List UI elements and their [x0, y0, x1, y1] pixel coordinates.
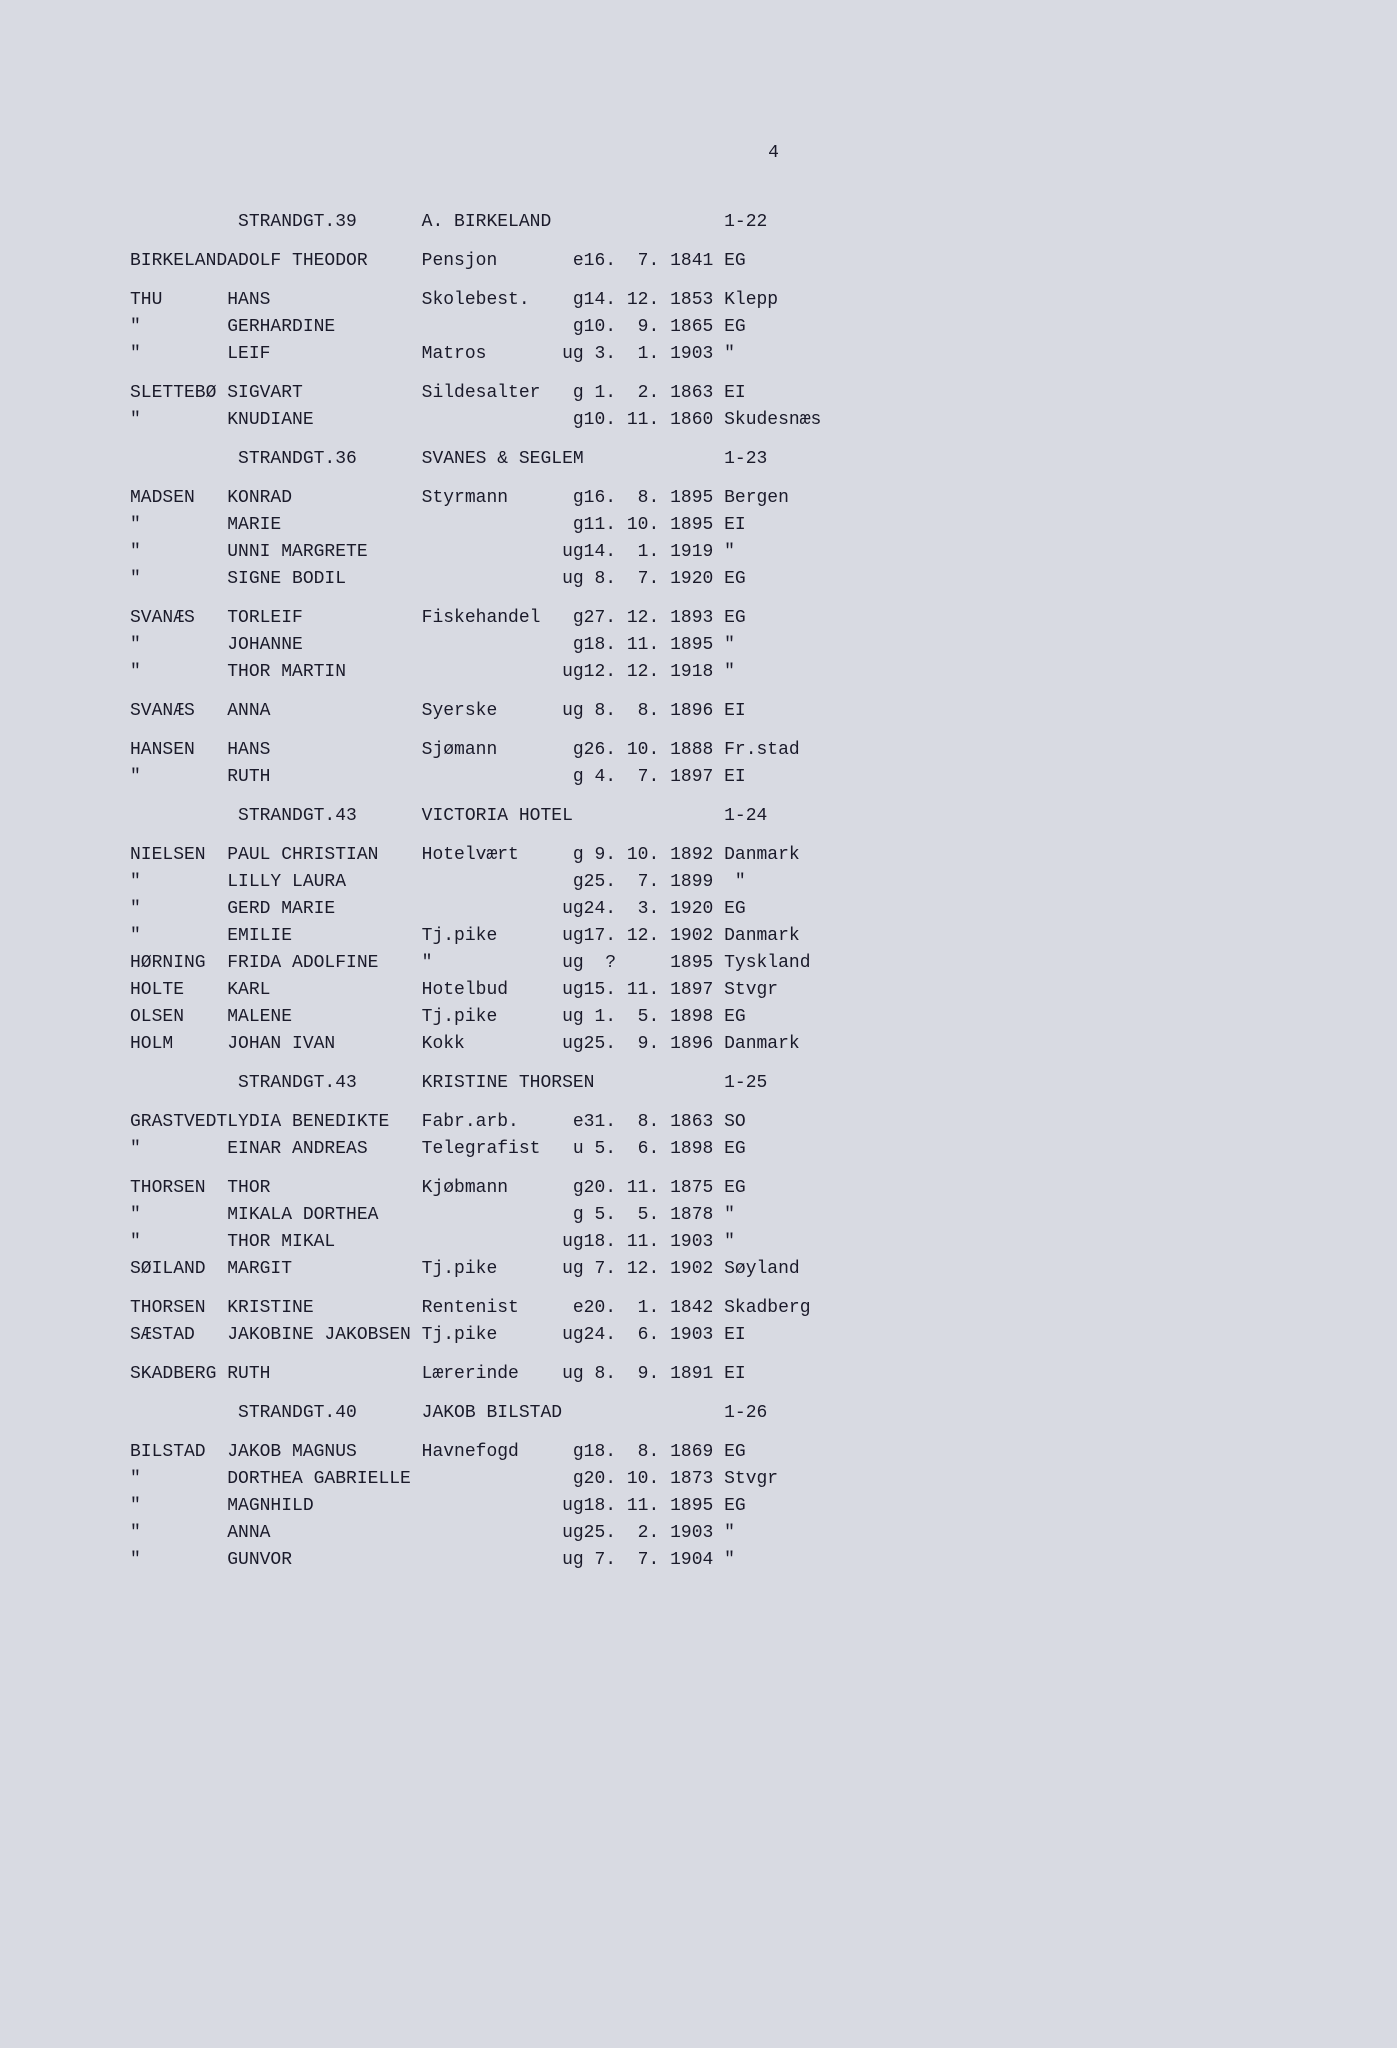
record-row: " ANNA ug25. 2. 1903 ": [130, 1520, 1287, 1547]
record-row: " GERD MARIE ug24. 3. 1920 EG: [130, 896, 1287, 923]
record-row: BILSTAD JAKOB MAGNUS Havnefogd g18. 8. 1…: [130, 1439, 1287, 1466]
document-content: STRANDGT.39 A. BIRKELAND 1-22 BIRKELANDAD…: [130, 197, 1287, 1574]
section-header: STRANDGT.39 A. BIRKELAND 1-22: [130, 209, 1287, 236]
record-row: " EINAR ANDREAS Telegrafist u 5. 6. 1898…: [130, 1136, 1287, 1163]
record-row: SØILAND MARGIT Tj.pike ug 7. 12. 1902 Sø…: [130, 1256, 1287, 1283]
record-row: THU HANS Skolebest. g14. 12. 1853 Klepp: [130, 287, 1287, 314]
record-row: " GUNVOR ug 7. 7. 1904 ": [130, 1547, 1287, 1574]
record-row: MADSEN KONRAD Styrmann g16. 8. 1895 Berg…: [130, 485, 1287, 512]
record-row: HOLTE KARL Hotelbud ug15. 11. 1897 Stvgr: [130, 977, 1287, 1004]
record-row: BIRKELANDADOLF THEODOR Pensjon e16. 7. 1…: [130, 248, 1287, 275]
section-header: STRANDGT.43 VICTORIA HOTEL 1-24: [130, 803, 1287, 830]
record-row: " THOR MARTIN ug12. 12. 1918 ": [130, 659, 1287, 686]
document-page: 4 STRANDGT.39 A. BIRKELAND 1-22 BIRKELAND…: [0, 0, 1397, 1634]
record-row: SÆSTAD JAKOBINE JAKOBSEN Tj.pike ug24. 6…: [130, 1322, 1287, 1349]
record-row: GRASTVEDTLYDIA BENEDIKTE Fabr.arb. e31. …: [130, 1109, 1287, 1136]
record-row: THORSEN KRISTINE Rentenist e20. 1. 1842 …: [130, 1295, 1287, 1322]
record-row: " JOHANNE g18. 11. 1895 ": [130, 632, 1287, 659]
record-row: SVANÆS TORLEIF Fiskehandel g27. 12. 1893…: [130, 605, 1287, 632]
record-row: HØRNING FRIDA ADOLFINE " ug ? 1895 Tyskl…: [130, 950, 1287, 977]
record-row: " KNUDIANE g10. 11. 1860 Skudesnæs: [130, 407, 1287, 434]
record-row: HANSEN HANS Sjømann g26. 10. 1888 Fr.sta…: [130, 737, 1287, 764]
record-row: " MIKALA DORTHEA g 5. 5. 1878 ": [130, 1202, 1287, 1229]
record-row: SVANÆS ANNA Syerske ug 8. 8. 1896 EI: [130, 698, 1287, 725]
section-header: STRANDGT.43 KRISTINE THORSEN 1-25: [130, 1070, 1287, 1097]
record-row: " GERHARDINE g10. 9. 1865 EG: [130, 314, 1287, 341]
section-header: STRANDGT.36 SVANES & SEGLEM 1-23: [130, 446, 1287, 473]
record-row: " MAGNHILD ug18. 11. 1895 EG: [130, 1493, 1287, 1520]
page-number: 4: [130, 140, 1287, 167]
record-row: " RUTH g 4. 7. 1897 EI: [130, 764, 1287, 791]
record-row: SKADBERG RUTH Lærerinde ug 8. 9. 1891 EI: [130, 1361, 1287, 1388]
record-row: SLETTEBØ SIGVART Sildesalter g 1. 2. 186…: [130, 380, 1287, 407]
record-row: NIELSEN PAUL CHRISTIAN Hotelvært g 9. 10…: [130, 842, 1287, 869]
record-row: HOLM JOHAN IVAN Kokk ug25. 9. 1896 Danma…: [130, 1031, 1287, 1058]
record-row: " DORTHEA GABRIELLE g20. 10. 1873 Stvgr: [130, 1466, 1287, 1493]
record-row: " LILLY LAURA g25. 7. 1899 ": [130, 869, 1287, 896]
record-row: " EMILIE Tj.pike ug17. 12. 1902 Danmark: [130, 923, 1287, 950]
section-header: STRANDGT.40 JAKOB BILSTAD 1-26: [130, 1400, 1287, 1427]
record-row: OLSEN MALENE Tj.pike ug 1. 5. 1898 EG: [130, 1004, 1287, 1031]
record-row: " UNNI MARGRETE ug14. 1. 1919 ": [130, 539, 1287, 566]
record-row: THORSEN THOR Kjøbmann g20. 11. 1875 EG: [130, 1175, 1287, 1202]
record-row: " MARIE g11. 10. 1895 EI: [130, 512, 1287, 539]
record-row: " SIGNE BODIL ug 8. 7. 1920 EG: [130, 566, 1287, 593]
record-row: " THOR MIKAL ug18. 11. 1903 ": [130, 1229, 1287, 1256]
record-row: " LEIF Matros ug 3. 1. 1903 ": [130, 341, 1287, 368]
